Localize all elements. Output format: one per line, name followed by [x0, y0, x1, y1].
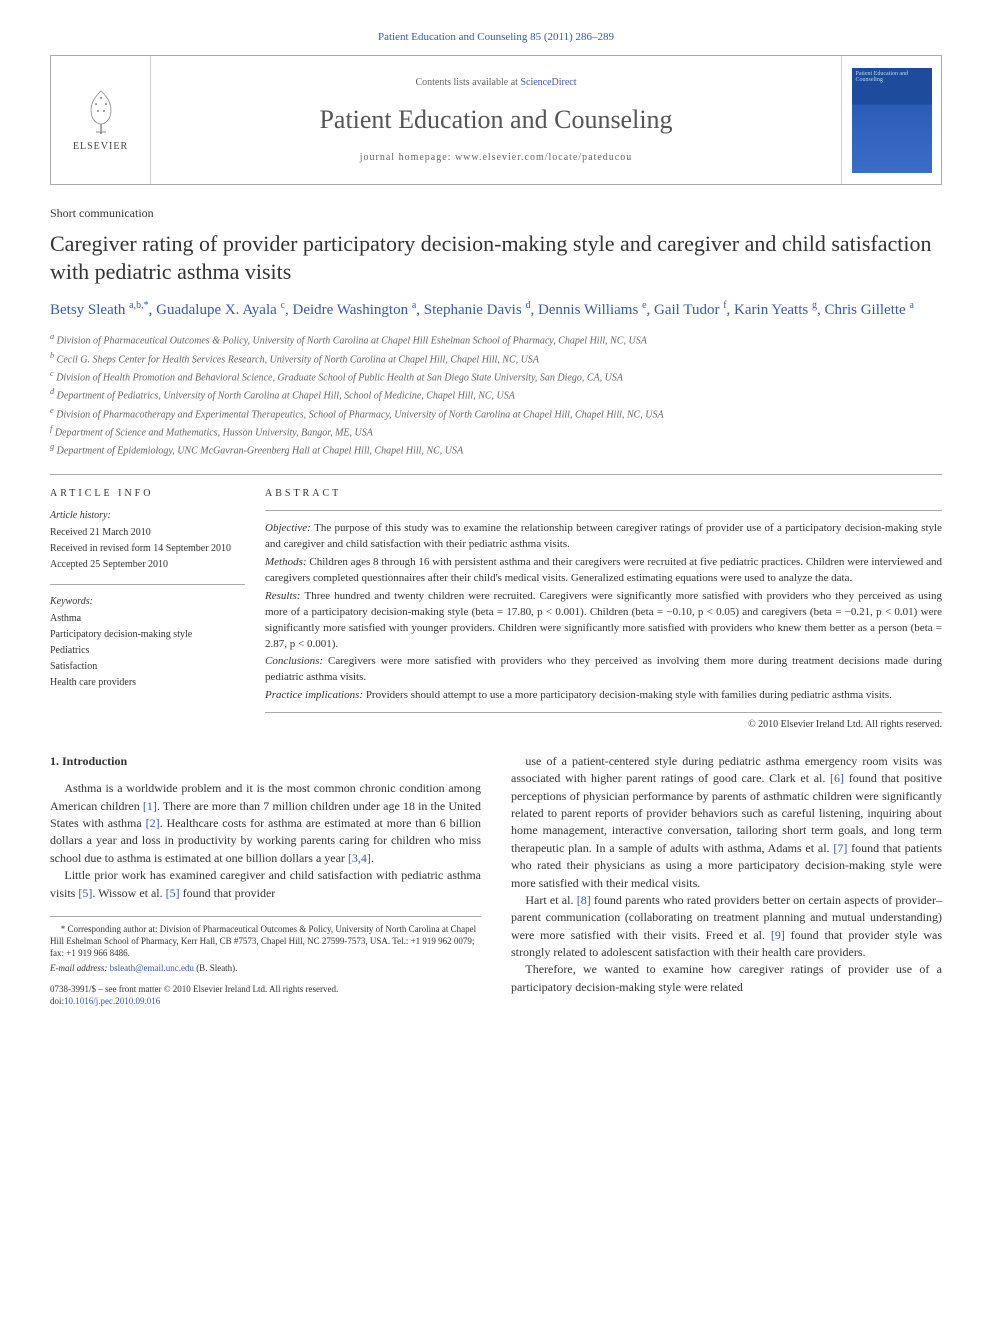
abstract-section-label: Results:: [265, 590, 304, 602]
abstract-section: Conclusions: Caregivers were more satisf…: [265, 654, 942, 686]
keyword-line: Asthma: [50, 612, 245, 626]
email-suffix: (B. Sleath).: [196, 963, 237, 973]
abstract-copyright: © 2010 Elsevier Ireland Ltd. All rights …: [265, 712, 942, 733]
keyword-line: Health care providers: [50, 676, 245, 690]
doi-block: 0738-3991/$ – see front matter © 2010 El…: [50, 984, 481, 1007]
affiliation-line: b Cecil G. Sheps Center for Health Servi…: [50, 350, 942, 367]
keyword-line: Pediatrics: [50, 644, 245, 658]
citation-link[interactable]: [6]: [830, 771, 844, 785]
email-footnote: E-mail address: bsleath@email.unc.edu (B…: [50, 962, 481, 974]
affiliation-line: d Department of Pediatrics, University o…: [50, 386, 942, 403]
front-matter-line: 0738-3991/$ – see front matter © 2010 El…: [50, 984, 481, 996]
citation-link[interactable]: [5]: [78, 886, 92, 900]
doi-line: doi:10.1016/j.pec.2010.09.016: [50, 996, 481, 1008]
article-type: Short communication: [50, 205, 942, 222]
citation-link[interactable]: [1]: [143, 799, 157, 813]
journal-header: Patient Education and Counseling 85 (201…: [50, 30, 942, 45]
cover-thumb-box: Patient Education and Counseling: [841, 56, 941, 184]
abstract-section-text: The purpose of this study was to examine…: [265, 522, 942, 550]
keyword-line: Satisfaction: [50, 660, 245, 674]
keywords-label: Keywords:: [50, 595, 245, 609]
sciencedirect-link[interactable]: ScienceDirect: [520, 77, 576, 88]
history-line: Received in revised form 14 September 20…: [50, 542, 245, 556]
history-line: Accepted 25 September 2010: [50, 558, 245, 572]
affiliation-line: a Division of Pharmaceutical Outcomes & …: [50, 331, 942, 348]
section-number: 1.: [50, 754, 59, 768]
email-link[interactable]: bsleath@email.unc.edu: [110, 963, 194, 973]
abstract-section-text: Providers should attempt to use a more p…: [366, 689, 892, 701]
abstract-section-label: Objective:: [265, 522, 314, 534]
affiliation-line: c Division of Health Promotion and Behav…: [50, 368, 942, 385]
affiliation-line: f Department of Science and Mathematics,…: [50, 423, 942, 440]
abstract-section-label: Practice implications:: [265, 689, 366, 701]
journal-homepage: journal homepage: www.elsevier.com/locat…: [360, 151, 633, 165]
section-title: Introduction: [62, 754, 127, 768]
publisher-logo-box: ELSEVIER: [51, 56, 151, 184]
abstract-section-text: Children ages 8 through 16 with persiste…: [265, 556, 942, 584]
journal-cover-thumbnail: Patient Education and Counseling: [852, 68, 932, 173]
body-paragraph: Asthma is a worldwide problem and it is …: [50, 780, 481, 867]
affiliation-line: e Division of Pharmacotherapy and Experi…: [50, 405, 942, 422]
citation-link[interactable]: [7]: [833, 841, 847, 855]
abstract-section: Objective: The purpose of this study was…: [265, 521, 942, 553]
citation-link[interactable]: [3,4]: [348, 851, 371, 865]
abstract-section: Practice implications: Providers should …: [265, 688, 942, 704]
article-info-heading: ARTICLE INFO: [50, 487, 245, 501]
contents-prefix: Contents lists available at: [415, 77, 520, 88]
doi-link[interactable]: 10.1016/j.pec.2010.09.016: [64, 996, 160, 1006]
keywords-block: Keywords: Asthma Participatory decision-m…: [50, 595, 245, 702]
history-label: Article history:: [50, 509, 245, 523]
publisher-name: ELSEVIER: [73, 140, 128, 154]
body-paragraph: use of a patient-centered style during p…: [511, 753, 942, 892]
article-info-column: ARTICLE INFO Article history: Received 2…: [50, 487, 265, 732]
body-paragraph: Little prior work has examined caregiver…: [50, 867, 481, 902]
info-abstract-row: ARTICLE INFO Article history: Received 2…: [50, 474, 942, 732]
body-right-column: use of a patient-centered style during p…: [511, 753, 942, 1008]
section-1-heading: 1. Introduction: [50, 753, 481, 770]
body-columns: 1. Introduction Asthma is a worldwide pr…: [50, 753, 942, 1008]
citation-link[interactable]: [9]: [771, 928, 785, 942]
corresponding-author-footnote: * Corresponding author at: Division of P…: [50, 923, 481, 959]
author-list: Betsy Sleath a,b,*, Guadalupe X. Ayala c…: [50, 299, 942, 321]
body-paragraph: Hart et al. [8] found parents who rated …: [511, 892, 942, 962]
abstract-section: Results: Three hundred and twenty childr…: [265, 589, 942, 653]
masthead: ELSEVIER Contents lists available at Sci…: [50, 55, 942, 185]
footnote-block: * Corresponding author at: Division of P…: [50, 916, 481, 975]
citation-link[interactable]: [2]: [146, 816, 160, 830]
journal-title: Patient Education and Counseling: [319, 102, 672, 138]
body-paragraph: Therefore, we wanted to examine how care…: [511, 961, 942, 996]
affiliations: a Division of Pharmaceutical Outcomes & …: [50, 331, 942, 458]
affiliation-line: g Department of Epidemiology, UNC McGavr…: [50, 441, 942, 458]
abstract-section-label: Methods:: [265, 556, 309, 568]
abstract-section-label: Conclusions:: [265, 655, 328, 667]
cover-thumb-title: Patient Education and Counseling: [856, 71, 932, 84]
elsevier-tree-icon: [76, 86, 126, 136]
abstract-section-text: Three hundred and twenty children were r…: [265, 590, 942, 650]
abstract-section-text: Caregivers were more satisfied with prov…: [265, 655, 942, 683]
abstract-section: Methods: Children ages 8 through 16 with…: [265, 555, 942, 587]
body-left-column: 1. Introduction Asthma is a worldwide pr…: [50, 753, 481, 1008]
article-history-block: Article history: Received 21 March 2010 R…: [50, 509, 245, 585]
contents-available-line: Contents lists available at ScienceDirec…: [415, 76, 576, 90]
history-line: Received 21 March 2010: [50, 526, 245, 540]
email-label: E-mail address:: [50, 963, 107, 973]
abstract-column: ABSTRACT Objective: The purpose of this …: [265, 487, 942, 732]
citation-link[interactable]: [8]: [577, 893, 591, 907]
article-title: Caregiver rating of provider participato…: [50, 230, 942, 285]
abstract-heading: ABSTRACT: [265, 487, 942, 511]
masthead-center: Contents lists available at ScienceDirec…: [151, 56, 841, 184]
doi-prefix: doi:: [50, 996, 64, 1006]
citation-link[interactable]: [5]: [166, 886, 180, 900]
keyword-line: Participatory decision-making style: [50, 628, 245, 642]
